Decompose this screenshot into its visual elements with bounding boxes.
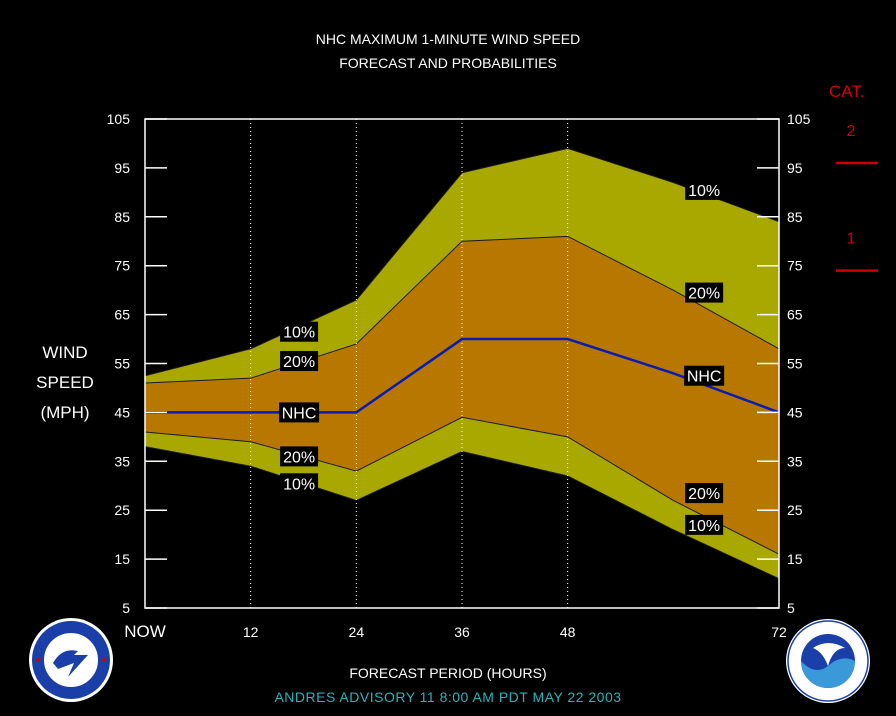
label-box-0 [280,321,319,342]
y-tick-label-right-75: 75 [787,258,803,274]
band-label-10pct-9: 10% [688,518,720,535]
label-box-9 [685,514,724,535]
y-tick-label-left-25: 25 [114,502,130,518]
label-box-7 [684,365,725,386]
y-axis-label: WIND SPEED (MPH) [30,338,100,428]
advisory-line: ANDRES ADVISORY 11 8:00 AM PDT MAY 22 20… [274,689,622,705]
label-box-4 [280,473,319,494]
x-tick-label-now: NOW [124,622,166,641]
band-label-nhc-7: NHC [687,369,722,386]
category-label-2: 2 [847,123,856,140]
y-tick-label-right-85: 85 [787,209,803,225]
y-tick-label-right-65: 65 [787,307,803,323]
label-box-8 [685,483,724,504]
noaa-logo [785,618,871,709]
y-tick-label-right-35: 35 [787,453,803,469]
y-tick-label-right-25: 25 [787,502,803,518]
band-label-20pct-6: 20% [688,286,720,303]
label-box-3 [280,446,319,467]
band-label-10pct-5: 10% [688,183,720,200]
x-tick-label-48: 48 [560,624,576,640]
y-tick-label-left-5: 5 [122,600,130,616]
band-label-nhc-2: NHC [282,405,317,422]
category-label-1: 1 [847,231,856,248]
y-tick-label-left-85: 85 [114,209,130,225]
band-10pct-upper-line [144,147,780,377]
x-tick-label-36: 36 [454,624,470,640]
label-box-1 [280,351,319,372]
band-20pct-upper-line [144,235,780,384]
y-tick-label-right-45: 45 [787,404,803,420]
x-tick-label-72: 72 [771,624,787,640]
y-axis-label-line-2: SPEED [36,373,94,392]
y-tick-label-right-95: 95 [787,160,803,176]
y-tick-label-left-65: 65 [114,307,130,323]
band-20pct-lower-line [144,416,780,555]
y-tick-label-right-55: 55 [787,356,803,372]
y-tick-label-left-75: 75 [114,258,130,274]
series-line-nhc [145,337,780,414]
chart-title-line-2: FORECAST AND PROBABILITIES [339,55,557,71]
x-tick-label-24: 24 [349,624,365,640]
y-axis-label-line-1: WIND [42,343,88,362]
y-tick-label-left-35: 35 [114,453,130,469]
x-axis-label: FORECAST PERIOD (HOURS) [349,665,547,681]
nws-logo [28,617,114,708]
chart-title-line-1: NHC MAXIMUM 1-MINUTE WIND SPEED [315,31,581,47]
band-label-10pct-0: 10% [283,325,315,342]
y-tick-label-right-5: 5 [787,600,795,616]
label-box-2 [279,402,320,423]
label-box-6 [685,282,724,303]
y-tick-label-left-105: 105 [107,111,131,127]
y-tick-label-left-15: 15 [114,551,130,567]
x-tick-label-12: 12 [243,624,259,640]
band-label-20pct-1: 20% [283,354,315,371]
band-label-10pct-4: 10% [283,476,315,493]
y-tick-label-left-95: 95 [114,160,130,176]
category-legend-title: CAT. [829,82,865,101]
y-axis-label-line-3: (MPH) [40,403,90,422]
y-tick-label-left-55: 55 [114,356,130,372]
y-tick-label-right-105: 105 [787,111,811,127]
band-label-20pct-8: 20% [688,486,720,503]
y-tick-label-left-45: 45 [114,404,130,420]
y-tick-label-right-15: 15 [787,551,803,567]
band-label-20pct-3: 20% [283,449,315,466]
label-box-5 [685,179,724,200]
